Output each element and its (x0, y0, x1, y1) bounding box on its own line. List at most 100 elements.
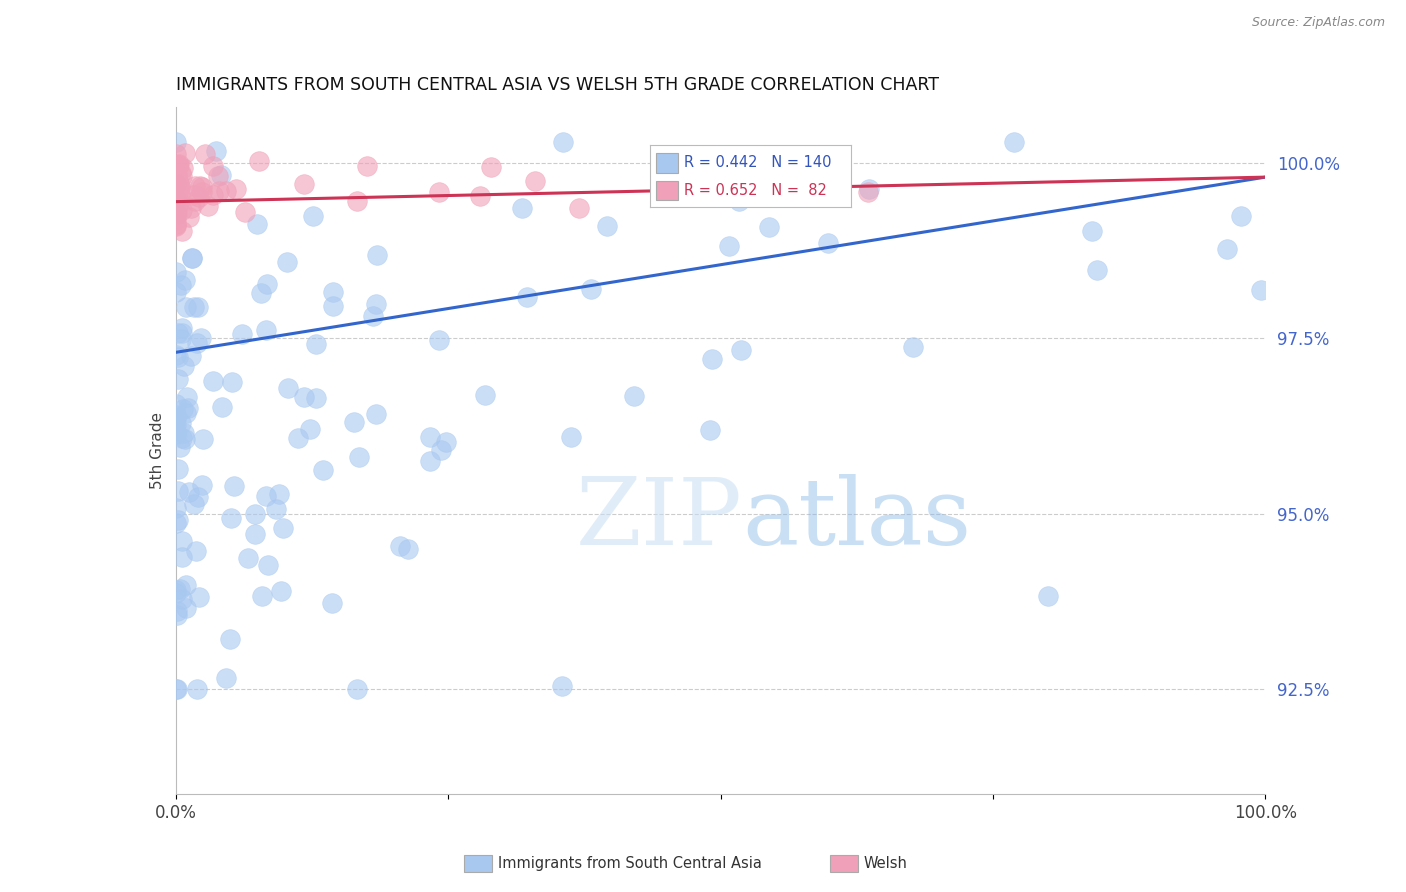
Point (187, 490, 209, 504)
Point (730, 343, 752, 357)
Point (322, 285, 344, 299)
Point (174, 406, 197, 420)
Point (187, 300, 209, 314)
Point (219, 511, 242, 525)
Point (165, 189, 187, 203)
Point (197, 199, 219, 213)
Point (1002, 135, 1025, 149)
Point (166, 135, 188, 149)
Point (165, 213, 187, 227)
Point (166, 681, 188, 696)
Point (243, 527, 266, 541)
Point (166, 169, 188, 183)
Point (165, 191, 187, 205)
Point (758, 219, 780, 234)
Point (172, 402, 194, 417)
Point (166, 170, 188, 185)
Point (346, 681, 368, 696)
Point (207, 169, 229, 184)
Point (364, 408, 387, 422)
Point (172, 161, 194, 176)
Point (170, 166, 193, 180)
Point (165, 207, 187, 221)
Point (180, 202, 202, 216)
Point (166, 194, 188, 209)
Point (191, 186, 214, 200)
Point (166, 193, 188, 207)
Point (167, 158, 190, 172)
Point (170, 431, 193, 445)
Y-axis label: 5th Grade: 5th Grade (149, 412, 165, 489)
Point (474, 388, 496, 402)
Point (419, 430, 441, 444)
Point (166, 173, 188, 187)
Point (172, 550, 194, 565)
Point (165, 177, 187, 191)
Text: R = 0.652   N =  82: R = 0.652 N = 82 (683, 183, 827, 198)
Point (254, 323, 277, 337)
Point (187, 590, 209, 604)
Point (817, 236, 839, 251)
Point (215, 184, 238, 198)
Text: Source: ZipAtlas.com: Source: ZipAtlas.com (1251, 16, 1385, 29)
Point (165, 412, 187, 426)
Point (186, 335, 208, 350)
Text: atlas: atlas (742, 475, 972, 564)
Point (165, 162, 187, 177)
Point (167, 173, 190, 187)
Point (221, 376, 243, 390)
Point (169, 440, 191, 454)
Point (169, 582, 191, 597)
Point (183, 178, 205, 193)
Point (202, 159, 225, 173)
Point (510, 201, 533, 215)
Point (191, 180, 214, 194)
Point (225, 182, 247, 196)
Point (273, 521, 295, 535)
Point (166, 681, 188, 696)
Point (419, 454, 441, 468)
Point (276, 254, 298, 268)
Point (181, 251, 204, 265)
Point (165, 285, 187, 299)
Point (165, 207, 187, 221)
Point (427, 333, 450, 347)
Point (179, 485, 201, 500)
Point (165, 199, 187, 213)
Point (177, 401, 200, 416)
Point (174, 146, 197, 161)
Point (180, 349, 202, 363)
Point (170, 332, 193, 346)
Point (173, 273, 195, 287)
FancyBboxPatch shape (655, 153, 678, 173)
Point (166, 189, 188, 203)
Point (233, 205, 256, 219)
Point (356, 159, 378, 173)
Point (165, 409, 187, 423)
Point (165, 170, 187, 185)
Point (176, 600, 198, 615)
Point (224, 479, 246, 493)
Point (166, 193, 188, 207)
Point (166, 172, 188, 186)
Point (173, 359, 195, 374)
Point (270, 584, 292, 599)
Point (167, 462, 190, 476)
Point (302, 210, 325, 224)
Point (165, 265, 187, 279)
Point (166, 207, 188, 221)
Point (166, 350, 188, 364)
Point (901, 340, 924, 354)
Point (174, 300, 197, 314)
Point (165, 410, 187, 425)
Point (194, 146, 217, 161)
Point (427, 185, 450, 199)
Point (700, 351, 723, 366)
Point (183, 300, 205, 314)
Point (165, 424, 187, 438)
Point (165, 193, 187, 207)
Point (170, 277, 193, 292)
Point (166, 608, 188, 623)
FancyBboxPatch shape (655, 181, 678, 201)
Point (166, 199, 188, 213)
